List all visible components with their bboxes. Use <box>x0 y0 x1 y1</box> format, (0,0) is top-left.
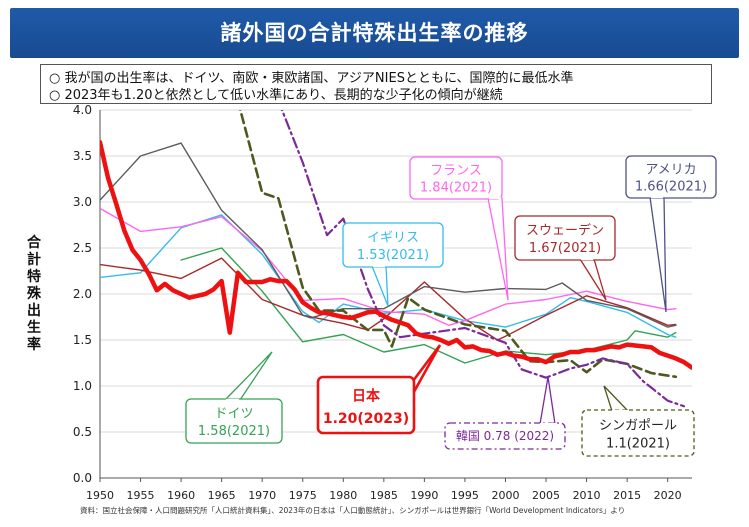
y-axis-label-char: 出 <box>27 302 41 319</box>
y-tick-label: 3.0 <box>73 195 92 209</box>
callout-value: 1.58(2021) <box>198 424 270 439</box>
series-line-france <box>100 207 677 326</box>
x-tick-label: 1965 <box>208 489 236 502</box>
callout-pointer <box>371 265 389 307</box>
callout-value: 1.53(2021) <box>357 248 429 263</box>
callout-name: シンガポール <box>599 418 677 433</box>
x-tick-label: 1990 <box>410 489 438 502</box>
x-tick-label: 1960 <box>167 489 195 502</box>
x-tick-labels: 1950 1955 1960 1965 1970 1975 1980 1985 1990 1995… <box>86 489 682 502</box>
y-axis-label-char: 特 <box>27 268 41 285</box>
series-line-singapore <box>238 110 678 379</box>
callout-value: 1.1(2021) <box>606 437 670 452</box>
callout-pointer <box>603 385 630 412</box>
callout-box <box>342 222 444 268</box>
callout-pointer <box>223 351 273 401</box>
callout-value: 1.67(2021) <box>529 241 601 256</box>
callout-name: イギリス <box>367 230 419 245</box>
y-axis-label: 合計特殊出生率 <box>27 234 42 353</box>
summary-notes: ○ 我が国の出生率は、ドイツ、南欧・東欧諸国、アジアNIESとともに、国際的に最… <box>40 64 712 104</box>
x-tick-label: 2010 <box>573 489 601 502</box>
series-line-usa <box>100 142 677 328</box>
x-tick-label: 2005 <box>532 489 560 502</box>
series-line-japan <box>100 139 692 370</box>
note-2: ○ 2023年も1.20と依然として低い水準にあり、長期的な少子化の傾向が継続 <box>49 88 503 103</box>
callout-name: フランス <box>430 164 482 179</box>
y-axis-label-char: 合 <box>27 234 42 251</box>
callout-japan: 日本 1.20(2023) <box>316 344 442 435</box>
callout-box <box>514 215 616 261</box>
source-note: 資料：国立社会保障・人口問題研究所「人口統計資料集」、2023年の日本は「人口動… <box>80 506 626 515</box>
y-tick-label: 0.5 <box>73 425 92 439</box>
y-tick-label: 4.0 <box>73 103 92 117</box>
series-line-korea <box>280 110 686 408</box>
x-tick-label: 1950 <box>86 489 114 502</box>
y-axis-label-char: 率 <box>27 336 41 353</box>
y-tick-labels: 0.0 0.5 1.0 1.5 2.0 2.5 3.0 3.5 4.0 <box>73 103 92 485</box>
callout-name: スウェーデン <box>526 222 604 238</box>
callout-box <box>444 422 566 450</box>
callout-box <box>409 156 503 200</box>
title-bar: 諸外国の合計特殊出生率の推移 <box>10 8 739 58</box>
x-tick-label: 2020 <box>654 489 682 502</box>
plot-frame <box>99 110 692 482</box>
callout-value: 韓国 0.78 (2022) <box>456 429 554 443</box>
callout-box <box>581 409 695 457</box>
x-tick-label: 2015 <box>613 489 641 502</box>
callout-pointer <box>487 197 509 301</box>
callout-box <box>625 155 717 199</box>
callout-name: ドイツ <box>214 406 253 421</box>
y-tick-label: 1.0 <box>73 379 92 393</box>
callout-value: 1.20(2023) <box>323 411 409 427</box>
callout-germany: ドイツ 1.58(2021) <box>185 351 283 444</box>
callout-name: 日本 <box>352 388 381 405</box>
callout-sweden: スウェーデン 1.67(2021) <box>514 215 616 301</box>
header: 諸外国の合計特殊出生率の推移 <box>0 0 749 60</box>
series-line-germany <box>180 247 677 364</box>
y-axis-label-char: 計 <box>27 251 41 268</box>
callout-pointer <box>539 376 556 425</box>
series-lines <box>100 110 692 408</box>
series-line-sweden <box>100 257 677 341</box>
page-title: 諸外国の合計特殊出生率の推移 <box>220 21 529 45</box>
y-tick-label: 2.5 <box>73 241 92 255</box>
callout-singapore: シンガポール 1.1(2021) <box>581 385 695 457</box>
callout-value: 1.84(2021) <box>420 180 492 195</box>
y-tick-label: 2.0 <box>73 287 92 301</box>
y-axis-label-char: 生 <box>27 319 41 336</box>
y-tick-label: 0.0 <box>73 471 92 485</box>
x-tick-label: 2000 <box>491 489 519 502</box>
x-tick-label: 1975 <box>289 489 317 502</box>
y-tick-label: 3.5 <box>73 149 92 163</box>
x-tick-label: 1995 <box>451 489 479 502</box>
callout-box <box>316 375 416 435</box>
x-tick-label: 1985 <box>370 489 398 502</box>
x-tick-label: 1955 <box>127 489 155 502</box>
callout-uk: イギリス 1.53(2021) <box>342 222 444 307</box>
callout-name: アメリカ <box>645 163 696 178</box>
x-tick-label: 1970 <box>248 489 276 502</box>
y-axis-label-char: 殊 <box>27 286 42 302</box>
callout-pointer <box>649 196 667 313</box>
y-tick-label: 1.5 <box>73 333 92 347</box>
x-tick-label: 1980 <box>329 489 357 502</box>
callout-korea: 韓国 0.78 (2022) <box>444 376 566 450</box>
callout-value: 1.66(2021) <box>635 179 707 194</box>
note-1: ○ 我が国の出生率は、ドイツ、南欧・東欧諸国、アジアNIESとともに、国際的に最… <box>49 71 574 86</box>
